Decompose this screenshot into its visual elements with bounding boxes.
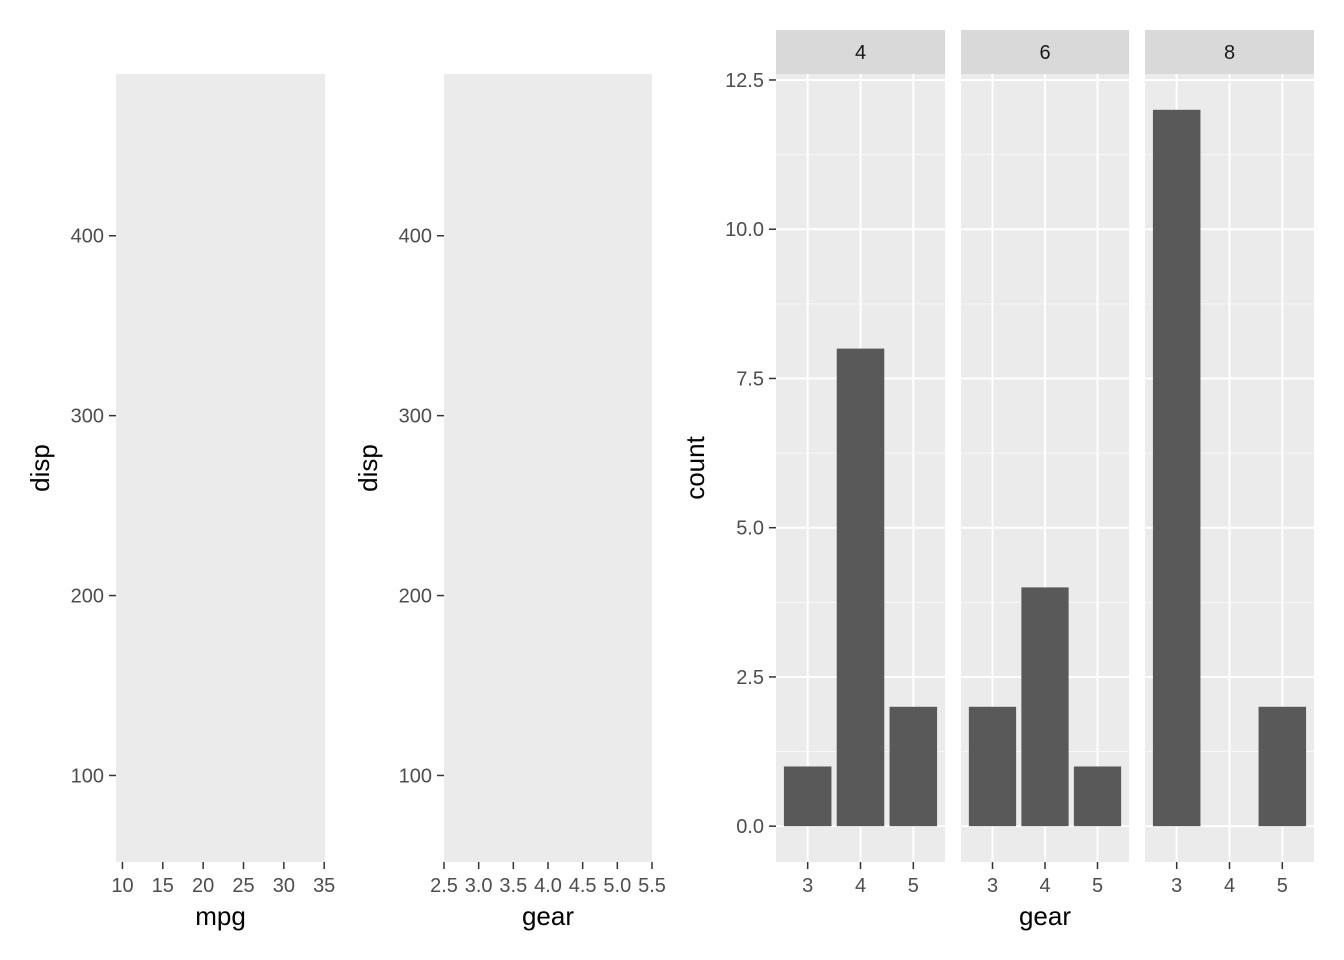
- bar: [968, 706, 1017, 827]
- scatter-y-tick-label: 300: [71, 406, 104, 428]
- boxplot-y-axis-title: disp: [353, 444, 383, 492]
- facet-strip: [961, 30, 1129, 74]
- scatter-x-tick-label: 30: [273, 875, 295, 897]
- bar-y-tick-label: 0.0: [736, 816, 764, 838]
- bar-x-tick-label: 5: [1092, 875, 1103, 897]
- boxplot-gear-disp: 2.5 3.0 3.5 4.0 4.5 5.0 5.5 100 200 300 400 gear d…: [353, 74, 666, 931]
- scatter-axes: 10 15 20 25 30 35 100 200 300 400: [71, 226, 336, 897]
- boxplot-y-tick-label: 400: [399, 226, 432, 248]
- bar-y-tick-label: 5.0: [736, 518, 764, 540]
- bar-y-axis: 0.0 2.5 5.0 7.5 10.0 12.5: [725, 70, 776, 838]
- bar-x-axis-title: gear: [1019, 901, 1071, 931]
- scatter-x-tick-label: 15: [152, 875, 174, 897]
- boxplot-x-axis-title: gear: [522, 901, 574, 931]
- scatter-x-tick-label: 10: [111, 875, 133, 897]
- bar-facets: 4 3 4 5 6 3 4 5 8 3 4 5: [776, 30, 1314, 897]
- bar-x-tick-label: 4: [1224, 875, 1235, 897]
- faceted-bar-chart: 4 3 4 5 6 3 4 5 8 3 4 5 0.0 2.5 5.0 7.5 10.0 12.5 gear c…: [680, 30, 1314, 931]
- bar-x-tick-label: 4: [1039, 875, 1050, 897]
- bar-y-tick-label: 2.5: [736, 667, 764, 689]
- bar-y-tick-label: 12.5: [725, 70, 764, 92]
- boxplot-x-tick-label: 3.5: [499, 875, 527, 897]
- bar: [1073, 766, 1122, 827]
- boxplot-x-tick-label: 3.0: [465, 875, 493, 897]
- bar-y-axis-title: count: [680, 435, 710, 499]
- boxplot-x-tick-label: 5.5: [638, 875, 666, 897]
- bar: [783, 766, 832, 827]
- scatter-x-axis-title: mpg: [195, 901, 246, 931]
- bar: [836, 348, 885, 827]
- facet-strip: [1145, 30, 1314, 74]
- boxplot-y-tick-label: 300: [399, 406, 432, 428]
- boxplot-x-tick-label: 4.0: [534, 875, 562, 897]
- scatter-y-tick-label: 200: [71, 586, 104, 608]
- facet-strip: [776, 30, 945, 74]
- boxplot-y-tick-label: 200: [399, 586, 432, 608]
- bar-facet-4: 4 3 4 5: [776, 30, 945, 897]
- boxplot-axes: 2.5 3.0 3.5 4.0 4.5 5.0 5.5 100 200 300 400: [399, 226, 666, 897]
- boxplot-y-tick-label: 100: [399, 765, 432, 787]
- scatter-y-tick-label: 400: [71, 226, 104, 248]
- bar-x-tick-label: 5: [908, 875, 919, 897]
- bar-x-tick-label: 5: [1277, 875, 1288, 897]
- bar-facet-8: 8 3 4 5: [1145, 30, 1314, 897]
- bar-facet-6: 6 3 4 5: [961, 30, 1129, 897]
- bar-x-tick-label: 3: [1171, 875, 1182, 897]
- scatter-panel-fill: [116, 74, 325, 862]
- scatter-x-tick-label: 35: [313, 875, 335, 897]
- bar-y-tick-label: 10.0: [725, 219, 764, 241]
- boxplot-panel-fill: [444, 74, 652, 862]
- bar-x-tick-label: 4: [855, 875, 866, 897]
- scatter-x-tick-label: 25: [232, 875, 254, 897]
- scatter-x-tick-label: 20: [192, 875, 214, 897]
- bar: [889, 706, 938, 827]
- facet-strip-label: 4: [855, 42, 866, 64]
- boxplot-x-tick-label: 2.5: [430, 875, 458, 897]
- bar-x-tick-label: 3: [987, 875, 998, 897]
- boxplot-x-tick-label: 4.5: [569, 875, 597, 897]
- scatter-y-axis-title: disp: [25, 444, 55, 492]
- bar: [1258, 706, 1307, 827]
- boxplot-x-tick-label: 5.0: [603, 875, 631, 897]
- bar: [1152, 109, 1201, 827]
- bar: [1021, 587, 1069, 827]
- scatter-plot-mpg-disp: 10 15 20 25 30 35 100 200 300 400 mpg disp: [25, 74, 335, 931]
- facet-strip-label: 8: [1224, 42, 1235, 64]
- facet-strip-label: 6: [1039, 42, 1050, 64]
- bar-y-tick-label: 7.5: [736, 368, 764, 390]
- bar-x-tick-label: 3: [802, 875, 813, 897]
- scatter-y-tick-label: 100: [71, 765, 104, 787]
